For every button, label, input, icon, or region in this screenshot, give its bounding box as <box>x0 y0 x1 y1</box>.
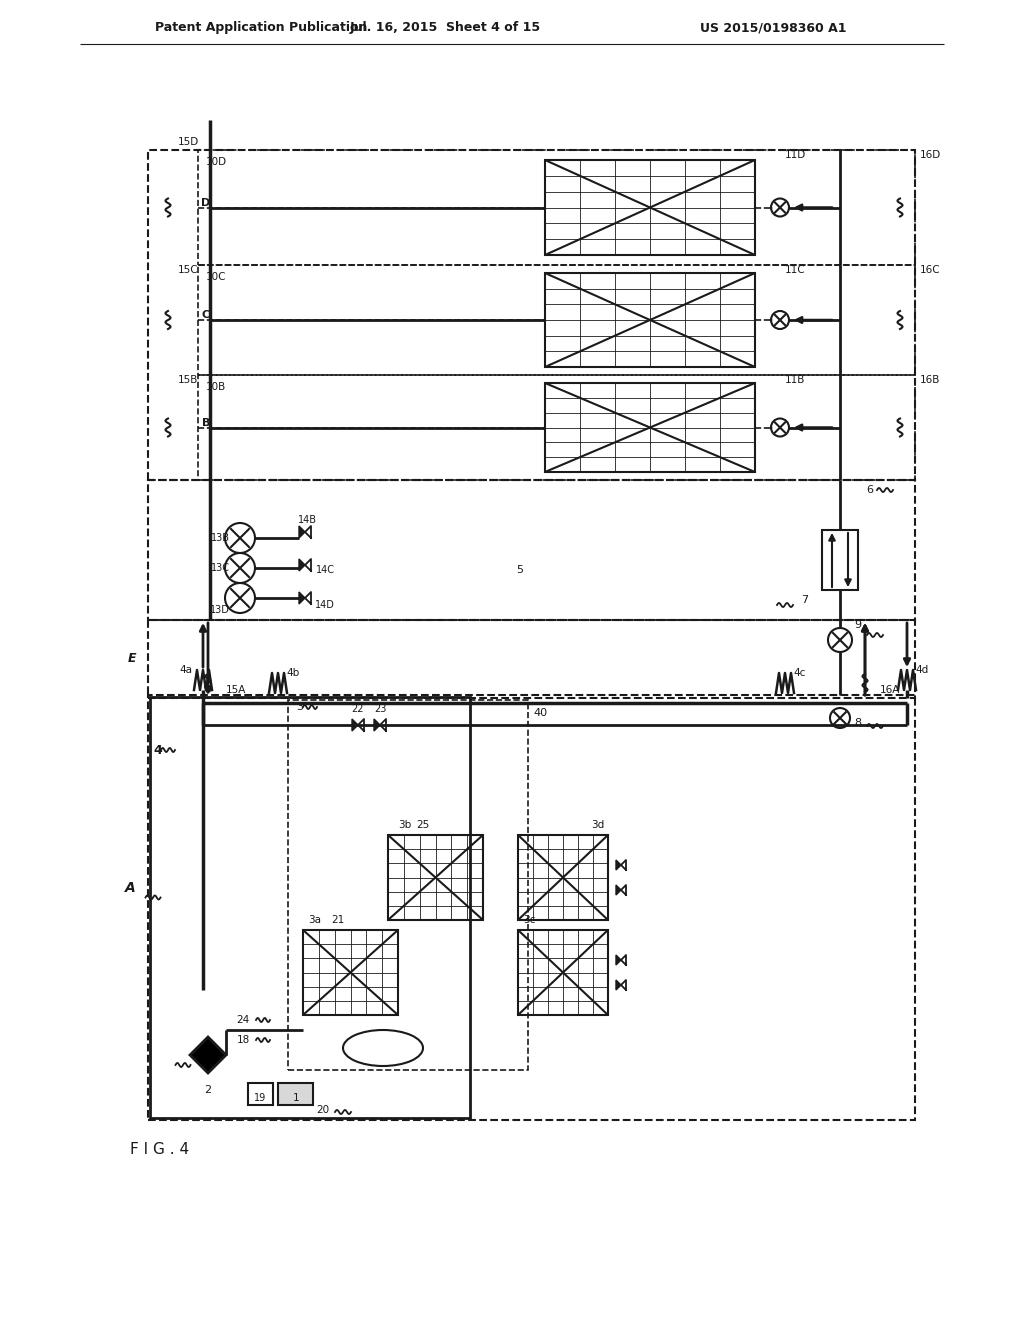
Text: 4d: 4d <box>915 665 929 675</box>
Text: F I G . 4: F I G . 4 <box>130 1143 189 1158</box>
Text: 6: 6 <box>866 484 873 495</box>
Text: 23: 23 <box>374 704 386 714</box>
Text: 19: 19 <box>254 1093 266 1104</box>
Text: 14D: 14D <box>315 601 335 610</box>
Text: 11D: 11D <box>784 150 806 160</box>
Bar <box>148 620 915 698</box>
Text: 21: 21 <box>332 915 345 925</box>
Text: 24: 24 <box>237 1015 250 1026</box>
Text: D: D <box>202 198 211 207</box>
Text: 4a: 4a <box>179 665 193 675</box>
Bar <box>278 1082 313 1105</box>
Text: 4b: 4b <box>287 668 300 678</box>
Text: 8: 8 <box>854 718 861 729</box>
Polygon shape <box>616 861 621 870</box>
Ellipse shape <box>343 1030 423 1067</box>
Polygon shape <box>616 954 621 965</box>
Text: Patent Application Publication: Patent Application Publication <box>155 21 368 34</box>
Text: B: B <box>202 417 210 428</box>
Bar <box>822 531 858 590</box>
Text: 20: 20 <box>316 1105 330 1115</box>
Text: 14B: 14B <box>298 515 316 525</box>
Text: 3d: 3d <box>592 820 604 830</box>
Bar <box>303 931 398 1015</box>
Bar <box>150 697 470 1118</box>
Text: 5: 5 <box>516 565 523 576</box>
Text: 15A: 15A <box>226 685 247 696</box>
Text: 3b: 3b <box>398 820 412 830</box>
Text: 13C: 13C <box>211 564 229 573</box>
Text: 4: 4 <box>153 743 162 756</box>
Bar <box>148 150 915 480</box>
Text: 1: 1 <box>293 1093 299 1104</box>
Text: 18: 18 <box>237 1035 250 1045</box>
Bar <box>198 150 915 265</box>
Bar <box>288 700 528 1071</box>
Text: 10D: 10D <box>206 157 226 168</box>
Bar <box>545 273 755 367</box>
Text: A: A <box>125 880 136 895</box>
Text: 25: 25 <box>417 820 430 830</box>
Bar <box>248 1082 273 1105</box>
Polygon shape <box>190 1038 226 1073</box>
Text: 11B: 11B <box>784 375 805 385</box>
Text: E: E <box>128 652 136 665</box>
Text: 16D: 16D <box>920 150 941 160</box>
Text: 13B: 13B <box>211 533 229 543</box>
Text: 11C: 11C <box>784 265 805 275</box>
Text: 14C: 14C <box>315 565 335 576</box>
Text: US 2015/0198360 A1: US 2015/0198360 A1 <box>700 21 847 34</box>
Text: 13D: 13D <box>210 605 230 615</box>
Text: 15C: 15C <box>178 265 199 275</box>
Text: 2: 2 <box>205 1085 212 1096</box>
Text: 9: 9 <box>854 620 861 630</box>
Bar <box>518 931 608 1015</box>
Text: 22: 22 <box>352 704 365 714</box>
Text: 10B: 10B <box>206 381 226 392</box>
Text: 4c: 4c <box>794 668 806 678</box>
Text: 16A: 16A <box>880 685 900 696</box>
Polygon shape <box>299 525 305 539</box>
Text: 7: 7 <box>802 595 809 605</box>
Bar <box>518 836 608 920</box>
Text: 16B: 16B <box>920 375 940 385</box>
Polygon shape <box>352 719 358 731</box>
Text: 16C: 16C <box>920 265 941 275</box>
Bar <box>148 480 915 620</box>
Bar <box>388 836 483 920</box>
Polygon shape <box>374 719 380 731</box>
Text: 3c: 3c <box>523 915 536 925</box>
Polygon shape <box>299 591 305 605</box>
Polygon shape <box>299 558 305 572</box>
Text: 3: 3 <box>296 702 303 711</box>
Bar <box>198 265 915 375</box>
Text: 3a: 3a <box>308 915 321 925</box>
Text: 40: 40 <box>532 708 547 718</box>
Polygon shape <box>616 884 621 895</box>
Text: 15D: 15D <box>178 137 200 147</box>
Bar <box>148 696 915 1119</box>
Text: Jul. 16, 2015  Sheet 4 of 15: Jul. 16, 2015 Sheet 4 of 15 <box>349 21 541 34</box>
Polygon shape <box>616 979 621 990</box>
Bar <box>545 383 755 473</box>
Bar <box>198 375 915 480</box>
Text: C: C <box>202 310 210 319</box>
Text: 15B: 15B <box>178 375 199 385</box>
Text: 10C: 10C <box>206 272 226 282</box>
Bar <box>545 160 755 255</box>
